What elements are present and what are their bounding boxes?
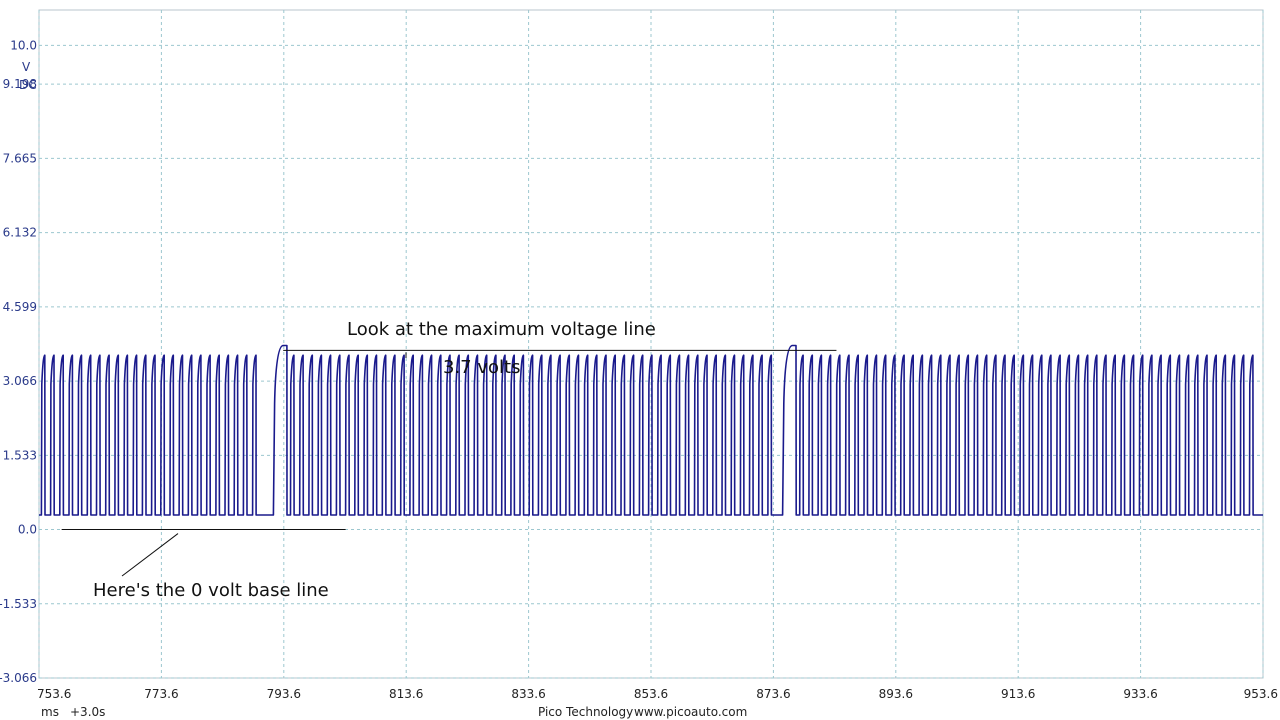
x-tick-label: 853.6 xyxy=(634,687,668,701)
y-tick-label: -3.066 xyxy=(0,671,37,685)
y-tick-label: 7.665 xyxy=(3,151,37,165)
x-tick-label: 793.6 xyxy=(267,687,301,701)
max-voltage-value: 3.7 volts xyxy=(443,357,520,378)
coupling-label: DC xyxy=(19,78,37,92)
x-tick-label: 813.6 xyxy=(389,687,423,701)
x-axis: 753.6 773.6 793.6 813.6 833.6 853.6 873.6 893.6… xyxy=(37,687,1278,701)
x-tick-label: 873.6 xyxy=(756,687,790,701)
voltage-trace xyxy=(39,344,1263,516)
footer-vendor: Pico Technology xyxy=(538,705,633,719)
x-tick-label: 933.6 xyxy=(1123,687,1157,701)
x-tick-label: 773.6 xyxy=(144,687,178,701)
y-axis: 10.0 9.198 7.665 6.132 4.599 3.066 1.533 0.0 -1.… xyxy=(0,38,37,685)
max-voltage-note: Look at the maximum voltage line xyxy=(347,319,656,340)
y-tick-label: 3.066 xyxy=(3,374,37,388)
x-tick-label: 953.6 xyxy=(1244,687,1278,701)
baseline-note: Here's the 0 volt base line xyxy=(93,580,329,601)
y-tick-label: 9.198 xyxy=(3,77,37,91)
x-tick-label: 833.6 xyxy=(511,687,545,701)
y-tick-label: 6.132 xyxy=(3,226,37,240)
x-tick-label: 893.6 xyxy=(879,687,913,701)
footer-website: www.picoauto.com xyxy=(634,705,747,719)
x-tick-label: 753.6 xyxy=(37,687,71,701)
x-offset-label: +3.0s xyxy=(70,705,105,719)
annotation-lines xyxy=(61,349,837,577)
baseline-pointer xyxy=(121,533,179,577)
y-tick-label: 1.533 xyxy=(3,448,37,462)
y-tick-label: 0.0 xyxy=(18,523,37,537)
y-tick-label: -1.533 xyxy=(0,597,37,611)
y-tick-label: 10.0 xyxy=(10,38,37,52)
y-unit-label: V xyxy=(22,60,31,74)
x-unit-label: ms xyxy=(41,705,59,719)
y-tick-label: 4.599 xyxy=(3,300,37,314)
plot-border xyxy=(38,9,1264,679)
x-tick-label: 913.6 xyxy=(1001,687,1035,701)
